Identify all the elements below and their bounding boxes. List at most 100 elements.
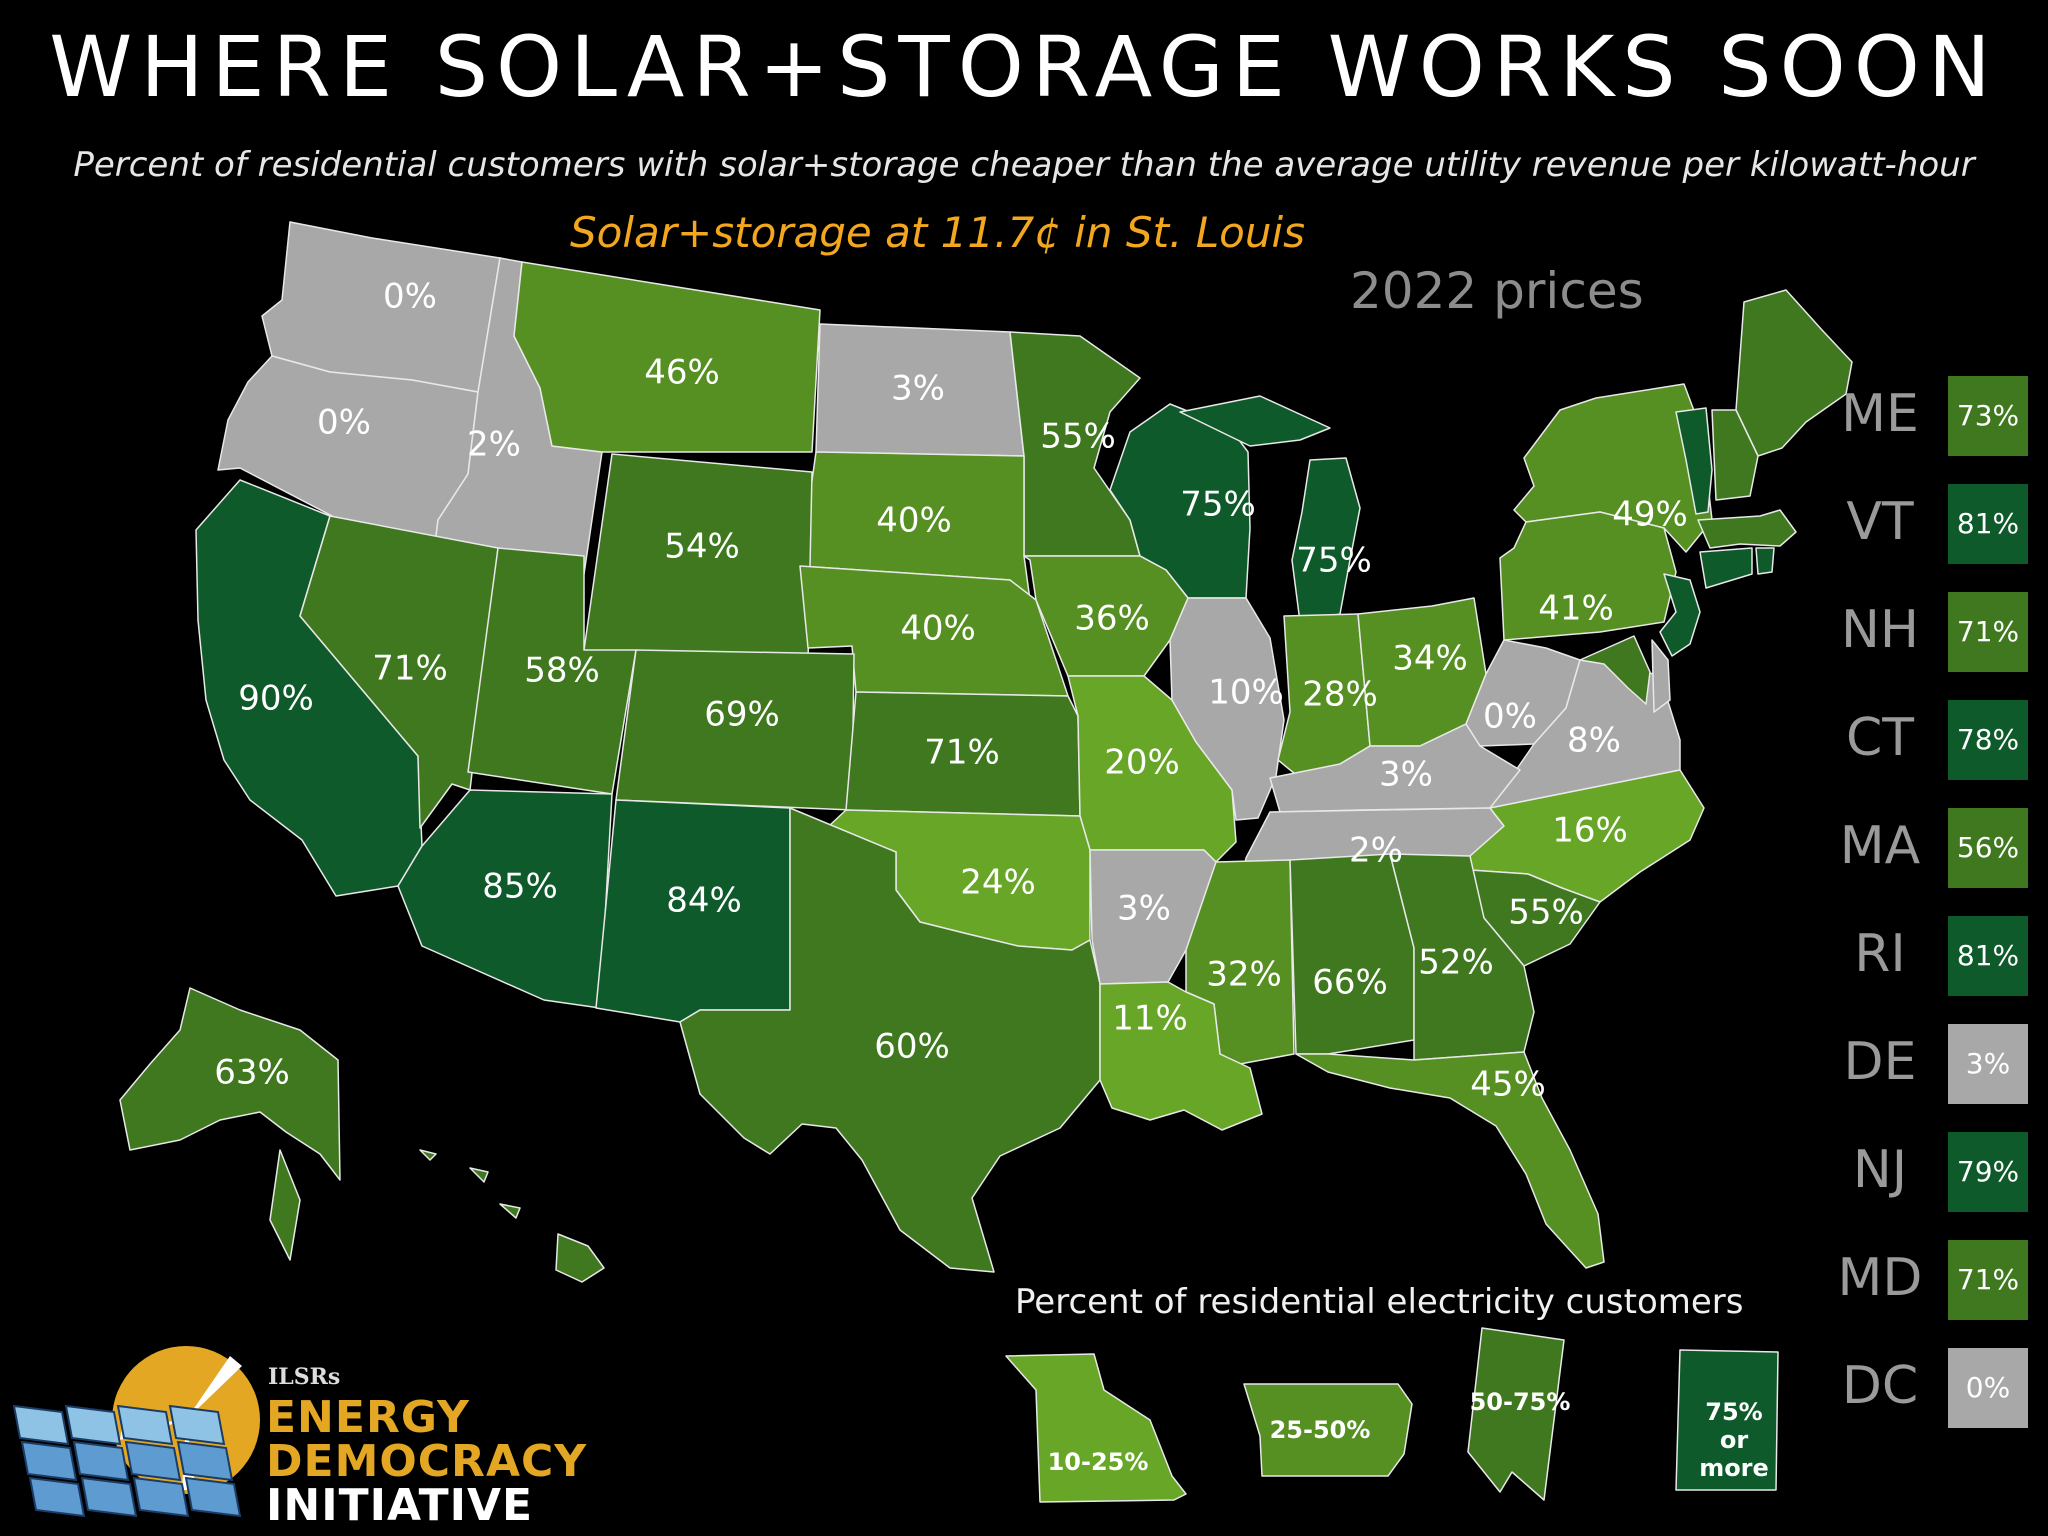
state-value-mn: 55% — [1040, 417, 1116, 457]
logo-panel-cell — [176, 1440, 234, 1482]
state-value-ak: 63% — [214, 1053, 290, 1093]
legend-label-0: 10-25% — [1047, 1448, 1149, 1476]
northeast-row-md: MD 71% — [1820, 1238, 2030, 1322]
state-ak — [119, 987, 341, 1261]
logo-panel-cell — [132, 1476, 190, 1518]
state-mt — [513, 261, 821, 453]
northeast-value-badge: 71% — [1948, 1240, 2028, 1320]
state-value-pa: 41% — [1538, 589, 1614, 629]
northeast-value-badge: 78% — [1948, 700, 2028, 780]
state-value-or: 0% — [317, 403, 371, 443]
state-il — [1169, 597, 1285, 821]
northeast-abbr: VT — [1846, 492, 1914, 552]
state-value-labels: 0% 0% 2% 46% 3% 55% 75% 75% 49% 40% 54% 40% 36% 90% 71… — [214, 277, 1688, 1105]
state-la — [1099, 981, 1263, 1131]
logo-turbine-icon — [120, 1356, 242, 1490]
state-value-al: 66% — [1312, 963, 1388, 1003]
state-tx — [679, 807, 1101, 1273]
northeast-abbr: MD — [1837, 1248, 1923, 1308]
northeast-abbr: DE — [1843, 1032, 1917, 1092]
northeast-state-shape-1 — [1675, 407, 1713, 515]
state-value-wy: 54% — [664, 527, 740, 567]
legend-label-3: 75% or more — [1699, 1398, 1769, 1482]
page-title: WHERE SOLAR+STORAGE WORKS SOON — [49, 18, 1999, 116]
northeast-state-shape-7 — [1651, 639, 1671, 713]
northeast-abbr: NJ — [1852, 1140, 1908, 1200]
state-value-ky: 3% — [1379, 755, 1433, 795]
northeast-value-badge: 81% — [1948, 916, 2028, 996]
logo-panel-cell — [28, 1476, 86, 1518]
logo-panel-cell — [80, 1476, 138, 1518]
state-ia — [1023, 555, 1189, 677]
northeast-value-badge: 79% — [1948, 1132, 2028, 1212]
state-value-mo: 20% — [1104, 743, 1180, 783]
state-value-ca: 90% — [238, 679, 314, 719]
state-value-ut: 58% — [524, 651, 600, 691]
state-value-il: 10% — [1208, 673, 1284, 713]
state-value-la: 11% — [1112, 999, 1188, 1039]
state-value-nd: 3% — [891, 369, 945, 409]
logo-panel-cell — [116, 1404, 174, 1446]
legend-swatch-1 — [1243, 1383, 1413, 1477]
northeast-state-shape-3 — [1697, 509, 1797, 549]
legend-swatch-2 — [1467, 1327, 1565, 1501]
logo-panel-cell — [124, 1440, 182, 1482]
state-ny — [1513, 383, 1713, 553]
logo-line-energy: ENERGY — [266, 1392, 470, 1443]
state-value-az: 85% — [482, 867, 558, 907]
state-value-wa: 0% — [383, 277, 437, 317]
scenario-label: Solar+storage at 11.7¢ in St. Louis — [570, 208, 1305, 257]
northeast-row-ri: RI 81% — [1820, 914, 2030, 998]
northeast-row-dc: DC 0% — [1820, 1346, 2030, 1430]
state-value-sc: 55% — [1508, 893, 1584, 933]
state-value-ms: 32% — [1206, 955, 1282, 995]
northeast-abbr: MA — [1839, 816, 1921, 876]
legend-label-1: 25-50% — [1269, 1416, 1371, 1444]
northeast-row-me: ME 73% — [1820, 374, 2030, 458]
logo-panel-cell — [168, 1404, 226, 1446]
state-value-oh: 34% — [1392, 639, 1468, 679]
northeast-state-shape-6 — [1659, 573, 1701, 657]
subtitle: Percent of residential customers with so… — [73, 145, 1975, 185]
northeast-row-de: DE 3% — [1820, 1022, 2030, 1106]
northeast-abbr: DC — [1841, 1356, 1919, 1416]
logo-line-democracy: DEMOCRACY — [266, 1436, 588, 1487]
logo-solar-panel-icon — [12, 1404, 242, 1518]
state-value-va: 8% — [1567, 721, 1621, 761]
northeast-value-badge: 0% — [1948, 1348, 2028, 1428]
logo-org-name: ILSRs — [268, 1364, 341, 1390]
northeast-state-shape-4 — [1699, 547, 1753, 589]
northeast-row-vt: VT 81% — [1820, 482, 2030, 566]
state-value-in: 28% — [1302, 675, 1378, 715]
northeast-value-badge: 73% — [1948, 376, 2028, 456]
state-pa — [1499, 511, 1677, 641]
state-value-nc: 16% — [1552, 811, 1628, 851]
state-value-mt: 46% — [644, 353, 720, 393]
state-value-nm: 84% — [666, 881, 742, 921]
state-value-tx: 60% — [874, 1027, 950, 1067]
northeast-abbr: NH — [1841, 600, 1919, 660]
northeast-value-badge: 56% — [1948, 808, 2028, 888]
northeast-abbr: RI — [1854, 924, 1906, 984]
state-hi — [419, 1149, 605, 1283]
state-value-ia: 36% — [1074, 599, 1150, 639]
state-value-ks: 71% — [924, 733, 1000, 773]
states-layer — [119, 221, 1853, 1283]
northeast-state-shape-2 — [1711, 409, 1759, 501]
northeast-row-nj: NJ 79% — [1820, 1130, 2030, 1214]
logo-panel-cell — [72, 1440, 130, 1482]
northeast-value-badge: 81% — [1948, 484, 2028, 564]
state-value-co: 69% — [704, 695, 780, 735]
price-year-label: 2022 prices — [1350, 262, 1644, 320]
state-value-ar: 3% — [1117, 889, 1171, 929]
state-value-nv: 71% — [372, 649, 448, 689]
logo-panel-cell — [20, 1440, 78, 1482]
northeast-abbr: ME — [1841, 384, 1919, 444]
northeast-state-shape-8 — [1579, 635, 1651, 705]
legend-shapes — [1005, 1327, 1779, 1503]
northeast-value-badge: 71% — [1948, 592, 2028, 672]
state-value-ne: 40% — [900, 609, 976, 649]
state-value-mi: 75% — [1296, 541, 1372, 581]
